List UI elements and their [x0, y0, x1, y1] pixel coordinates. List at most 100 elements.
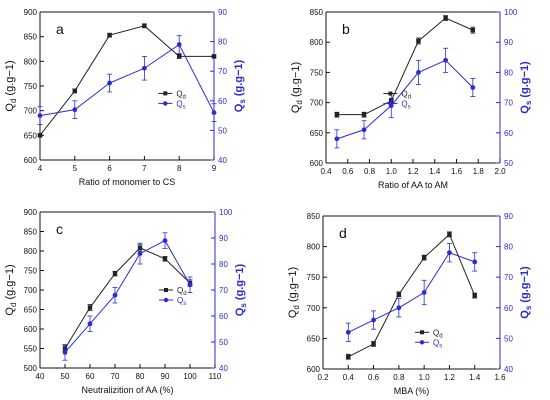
y-right-tick-label: 50	[504, 159, 513, 168]
data-point-qs	[176, 42, 182, 47]
y-left-tick-label: 500	[24, 364, 38, 373]
y-right-tick-label: 60	[219, 312, 228, 321]
x-tick-label: 7	[142, 164, 147, 173]
panel-label: d	[339, 225, 347, 241]
data-point-qd	[421, 255, 427, 260]
data-point-qs	[162, 238, 168, 244]
y-left-axis-label: Qd (g.g−1)	[287, 267, 301, 318]
x-tick-label: 1.4	[429, 167, 441, 176]
legend-entry-qs: Qs	[401, 100, 410, 111]
y-left-tick-label: 650	[307, 334, 321, 343]
series-line-qd	[336, 17, 474, 116]
series-line-qd	[39, 25, 214, 136]
legend-entry-qd: Qd	[177, 286, 187, 297]
y-left-axis-label: Qd (g.g−1)	[4, 60, 18, 111]
data-point-qd	[37, 133, 43, 138]
x-axis-label: Ratio of AA to AM	[378, 180, 448, 190]
series-line-qs	[39, 43, 215, 117]
data-point-qs	[361, 127, 367, 133]
data-point-qd	[72, 88, 77, 94]
x-tick-label: 90	[161, 372, 170, 381]
data-point-qs	[112, 292, 118, 298]
x-tick-label: 1.2	[444, 373, 456, 382]
legend-marker	[419, 340, 425, 345]
data-point-qs	[396, 305, 402, 311]
x-tick-label: 9	[212, 164, 217, 173]
panel-c: 40 50 60 70 80 90 100 110 500 550 600 650 700 750 800 8…	[4, 208, 248, 395]
panel-b: 0.4 0.6 0.8 1.0 1.2 1.4 1.6 1.8 2.0 600 650 700 750 8…	[290, 8, 533, 190]
y-left-tick-label: 850	[24, 228, 38, 237]
data-point-qd	[162, 256, 168, 261]
x-tick-label: 100	[183, 372, 197, 381]
y-left-tick-label: 800	[307, 243, 321, 252]
y-left-tick-label: 700	[24, 286, 38, 295]
y-right-tick-label: 90	[218, 8, 227, 17]
y-left-tick-label: 600	[307, 365, 321, 374]
y-right-tick-label: 70	[504, 273, 513, 282]
data-point-qd	[470, 27, 476, 33]
y-left-tick-label: 650	[310, 129, 324, 138]
data-point-qs	[470, 85, 476, 90]
y-left-tick-label: 850	[24, 33, 38, 42]
x-tick-label: 0.6	[342, 167, 354, 176]
panel-label: b	[342, 21, 350, 37]
data-point-qd	[371, 341, 376, 347]
series-line-qd	[64, 247, 191, 349]
x-axis-label: Neutralizition of AA (%)	[81, 385, 173, 395]
x-tick-label: 1.4	[469, 373, 481, 382]
panel-label: c	[56, 221, 63, 237]
x-tick-label: 0.2	[317, 373, 329, 382]
y-right-tick-label: 40	[218, 156, 227, 165]
panel-a: 4 5 6 7 8 9 600 650 700 750 800 850 900 40 50 60 70 80 90 R…	[4, 8, 247, 187]
y-left-tick-label: 750	[307, 273, 321, 282]
data-point-qd	[472, 293, 477, 298]
y-right-tick-label: 70	[218, 67, 227, 76]
data-point-qd	[107, 32, 112, 38]
legend-marker	[388, 91, 393, 96]
y-left-tick-label: 700	[307, 304, 321, 313]
y-right-tick-label: 100	[504, 8, 518, 17]
data-point-qd	[211, 54, 217, 59]
data-point-qs	[345, 329, 351, 335]
x-tick-label: 0.4	[320, 167, 332, 176]
x-tick-label: 8	[177, 164, 182, 173]
y-right-axis-label: Qs (g.g−1)	[234, 263, 248, 316]
panel-d: 0.2 0.4 0.6 0.8 1.0 1.2 1.4 1.6 600 650 700 750 800 8…	[287, 212, 533, 396]
legend-marker	[164, 288, 168, 292]
data-point-qs	[416, 70, 421, 75]
x-tick-label: 0.8	[393, 373, 405, 382]
legend-marker	[163, 297, 169, 303]
y-right-axis-label: Qs (g.g−1)	[519, 61, 533, 114]
data-point-qd	[334, 112, 340, 117]
data-point-qd	[396, 292, 402, 297]
x-tick-label: 1.0	[386, 167, 398, 176]
y-left-tick-label: 600	[310, 159, 324, 168]
x-tick-label: 5	[73, 164, 78, 173]
x-tick-label: 1.8	[473, 167, 485, 176]
x-tick-label: 1.6	[494, 373, 506, 382]
x-axis-label: MBA (%)	[394, 386, 430, 396]
series-line-qd	[348, 233, 476, 358]
y-right-tick-label: 60	[504, 304, 513, 313]
y-right-tick-label: 90	[504, 38, 513, 47]
y-left-tick-label: 600	[24, 156, 38, 165]
data-point-qs	[421, 290, 427, 295]
x-tick-label: 70	[111, 372, 120, 381]
y-right-tick-label: 40	[504, 365, 513, 374]
y-right-tick-label: 80	[219, 260, 228, 269]
series-line-qs	[336, 59, 474, 140]
x-tick-label: 6	[107, 164, 112, 173]
y-left-tick-label: 800	[24, 247, 38, 256]
data-point-qs	[137, 251, 143, 256]
y-left-tick-label: 750	[24, 82, 38, 91]
legend-entry-qs: Qs	[433, 338, 442, 349]
y-left-tick-label: 800	[24, 57, 38, 66]
y-right-axis-label: Qs (g.g−1)	[519, 266, 533, 319]
data-point-qd	[177, 54, 182, 59]
data-point-qs	[37, 113, 43, 118]
y-right-axis-label: Qs (g.g−1)	[233, 59, 247, 112]
x-tick-label: 40	[36, 372, 45, 381]
y-right-tick-label: 80	[504, 68, 513, 77]
